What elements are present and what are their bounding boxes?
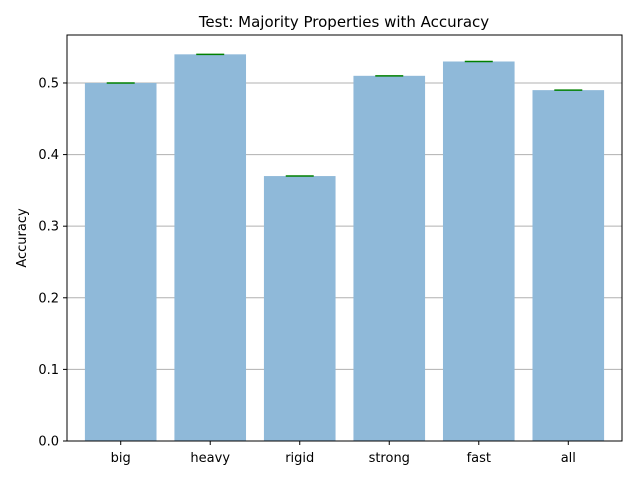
x-axis-ticks: big heavy rigid strong fast all xyxy=(111,441,576,466)
bar-markers xyxy=(106,53,583,177)
bar-all xyxy=(532,90,605,441)
x-tick-label-strong: strong xyxy=(369,451,410,466)
x-tick-label-big: big xyxy=(111,451,131,466)
y-tick-label: 0.2 xyxy=(38,291,59,306)
x-tick-label-heavy: heavy xyxy=(190,451,230,466)
x-tick-label-fast: fast xyxy=(467,451,491,466)
bar-rigid xyxy=(263,176,336,442)
y-tick-label: 0.4 xyxy=(38,148,59,163)
bar-fast xyxy=(442,61,515,441)
y-axis-ticks: 0.0 0.1 0.2 0.3 0.4 0.5 xyxy=(38,76,67,450)
y-axis-label: Accuracy xyxy=(15,208,30,268)
chart-title: Test: Majority Properties with Accuracy xyxy=(198,13,489,31)
bars xyxy=(84,54,605,442)
bar-heavy xyxy=(174,54,247,441)
plot-frame xyxy=(66,34,623,442)
y-tick-label: 0.5 xyxy=(38,76,59,91)
x-tick-label-rigid: rigid xyxy=(285,451,314,466)
y-tick-label: 0.0 xyxy=(38,435,59,450)
y-tick-label: 0.3 xyxy=(38,220,59,235)
bar-strong xyxy=(353,75,426,441)
bar-big xyxy=(84,82,157,441)
x-tick-label-all: all xyxy=(561,451,576,466)
y-tick-label: 0.1 xyxy=(38,363,59,378)
